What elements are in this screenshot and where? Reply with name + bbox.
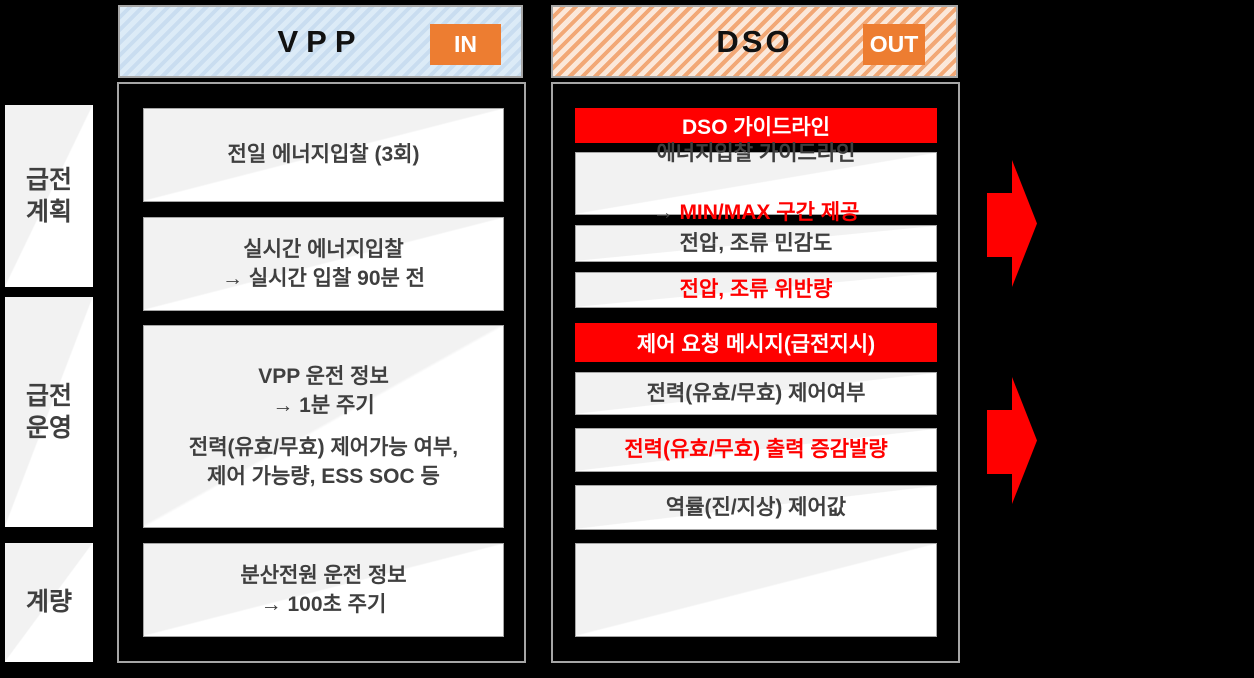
dso-box-power-factor-control: 역률(진/지상) 제어값 [575, 485, 937, 530]
vpp-box-der-operation-info: 분산전원 운전 정보 → 100초 주기 [143, 543, 504, 637]
vpp-header: VPP IN [118, 5, 523, 78]
vpp-panel: 전일 에너지입찰 (3회) 실시간 에너지입찰 → 실시간 입찰 90분 전 V… [117, 82, 526, 663]
dso-minmax-line: → MIN/MAX 구간 제공 [653, 169, 860, 228]
vpp-box-operation-info: VPP 운전 정보 → 1분 주기 전력(유효/무효) 제어가능 여부, 제어 … [143, 325, 504, 528]
in-badge: IN [430, 24, 501, 65]
dso-energy-bid-guideline-line: 에너지입찰 가이드라인 [656, 142, 856, 166]
dso-box-energy-bid-guideline: 에너지입찰 가이드라인 → MIN/MAX 구간 제공 [575, 142, 937, 224]
row-label-dispatch-planning: 급전 계획 [5, 105, 93, 287]
dso-control-request-banner: 제어 요청 메시지(급전지시) [575, 323, 937, 362]
vpp-box-realtime-bid: 실시간 에너지입찰 → 실시간 입찰 90분 전 [143, 217, 504, 311]
dso-title: DSO [716, 23, 793, 59]
row-label-metering: 계량 [5, 543, 93, 662]
dso-box-voltage-flow-violation: 전압, 조류 위반량 [575, 272, 937, 308]
dso-box-power-control-status: 전력(유효/무효) 제어여부 [575, 372, 937, 415]
vpp-operation-info-detail: 전력(유효/무효) 제어가능 여부, 제어 가능량, ESS SOC 등 [188, 435, 459, 488]
red-arrow-top [987, 160, 1037, 287]
dso-box-empty [575, 543, 937, 637]
row-label-dispatch-operation: 급전 운영 [5, 297, 93, 527]
arrow-prefix: → [652, 201, 680, 225]
vpp-title: VPP [277, 23, 364, 59]
dso-box-voltage-flow-sensitivity: 전압, 조류 민감도 [575, 225, 937, 262]
vpp-box-day-ahead-bid: 전일 에너지입찰 (3회) [143, 108, 504, 202]
red-arrow-bottom [987, 377, 1037, 504]
dso-panel: DSO 가이드라인 에너지입찰 가이드라인 → MIN/MAX 구간 제공 전압… [551, 82, 960, 663]
vpp-operation-info-cycle: VPP 운전 정보 → 1분 주기 [258, 364, 389, 418]
dso-header: DSO OUT [551, 5, 958, 78]
out-badge: OUT [863, 24, 925, 65]
dso-minmax-range: MIN/MAX 구간 제공 [679, 201, 860, 225]
dso-box-power-output-adjustment: 전력(유효/무효) 출력 증감발량 [575, 428, 937, 472]
dso-guideline-banner: DSO 가이드라인 [575, 108, 937, 143]
